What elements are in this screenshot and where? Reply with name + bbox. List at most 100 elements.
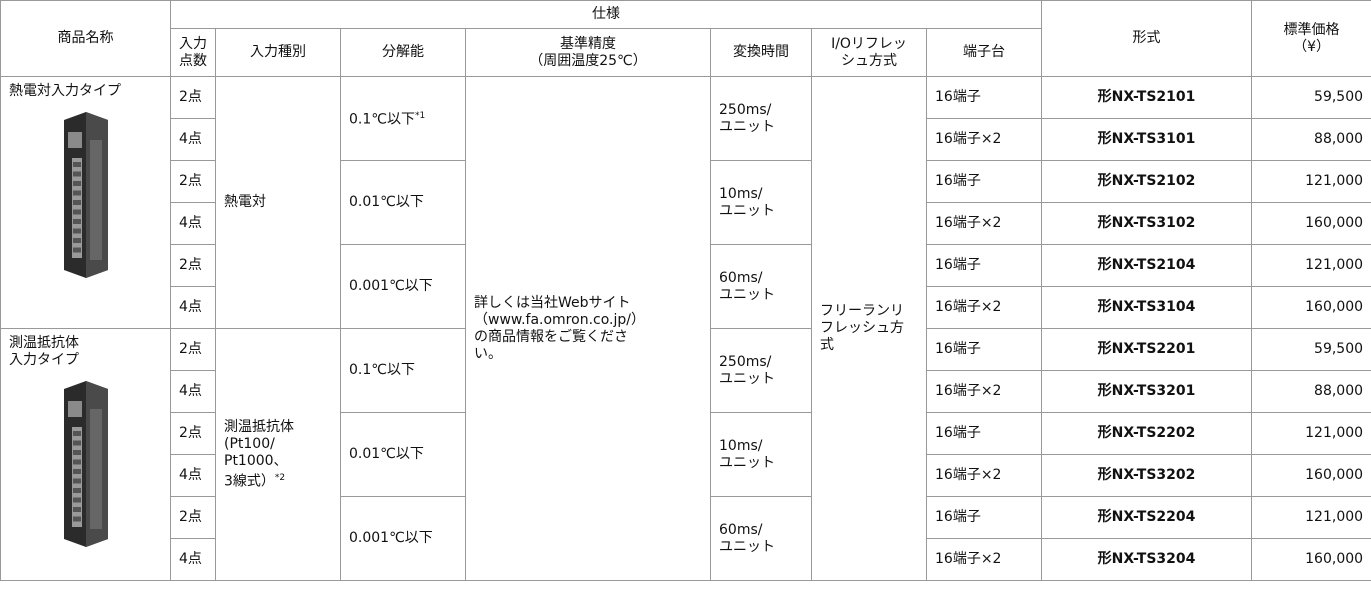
table-row: 熱電対入力タイプ 2点 熱電対 0.1℃以下*1 詳しくは当社Webサイト （www.f…: [0, 76, 1371, 581]
terminal: 16端子×2: [925, 454, 1043, 497]
input-points: 4点: [170, 370, 216, 413]
input-points: 2点: [170, 496, 216, 539]
model: 形NX-TS2202: [1041, 412, 1253, 455]
product-cell: 熱電対入力タイプ: [0, 76, 171, 329]
input-points: 2点: [170, 244, 216, 287]
terminal: 16端子: [925, 160, 1043, 203]
input-points: 4点: [170, 202, 216, 245]
price: 88,000: [1251, 370, 1371, 413]
input-type: 測温抵抗体 (Pt100/ Pt1000、 3線式）: [224, 418, 294, 490]
table-row: 4点 16端子×2 形NX-TS3202 160,000: [1, 454, 1371, 497]
terminal: 16端子: [925, 244, 1043, 287]
model: 形NX-TS2101: [1041, 76, 1253, 119]
resolution: 0.001℃以下: [349, 530, 433, 546]
header-cell: 変換時間: [710, 28, 812, 77]
price: 59,500: [1251, 328, 1371, 371]
price: 121,000: [1251, 244, 1371, 287]
header-cell: 形式: [1041, 0, 1253, 77]
conversion-time: 250ms/ ユニット: [710, 328, 812, 413]
product-image: [63, 381, 108, 547]
header-cell: 分解能: [340, 28, 466, 77]
table-row: 4点 16端子×2 形NX-TS3104 160,000: [1, 286, 1371, 329]
model: 形NX-TS2201: [1041, 328, 1253, 371]
terminal: 16端子×2: [925, 202, 1043, 245]
table-row: 4点 16端子×2 形NX-TS3201 88,000: [1, 370, 1371, 413]
table-row: 4点 16端子×2 形NX-TS3101 88,000: [1, 118, 1371, 161]
header-cell: 基準精度 （周囲温度25℃）: [465, 28, 711, 77]
table-row: 2点 0.01℃以下 10ms/ ユニット 16端子 形NX-TS2102 121,000: [1, 160, 1371, 245]
header-cell: 標準価格 （¥）: [1251, 0, 1371, 77]
input-type-cell: 熱電対: [215, 76, 341, 329]
conversion-time: 60ms/ ユニット: [710, 244, 812, 329]
price: 121,000: [1251, 496, 1371, 539]
header-row: 入力 点数 入力種別 分解能 基準精度 （周囲温度25℃） 変換時間 I/Oリフ…: [1, 28, 1371, 77]
terminal: 16端子×2: [925, 118, 1043, 161]
resolution: 0.01℃以下: [349, 446, 424, 462]
price: 160,000: [1251, 202, 1371, 245]
resolution-cell: 0.001℃以下: [340, 244, 466, 329]
input-points: 4点: [170, 286, 216, 329]
conversion-time: 10ms/ ユニット: [710, 412, 812, 497]
price: 160,000: [1251, 286, 1371, 329]
conversion-time: 250ms/ ユニット: [710, 76, 812, 161]
footnote-mark: *1: [415, 111, 426, 122]
model: 形NX-TS3102: [1041, 202, 1253, 245]
model: 形NX-TS3202: [1041, 454, 1253, 497]
product-cell: 測温抵抗体 入力タイプ: [0, 328, 171, 581]
input-points: 2点: [170, 160, 216, 203]
resolution-cell: 0.1℃以下*1: [340, 76, 466, 161]
product-name: 熱電対入力タイプ: [9, 83, 121, 99]
input-points: 4点: [170, 118, 216, 161]
io-refresh: フリーランリ フレッシュ方 式: [811, 76, 927, 581]
resolution-cell: 0.01℃以下: [340, 412, 466, 497]
price: 88,000: [1251, 118, 1371, 161]
table-row: 4点 16端子×2 形NX-TS3204 160,000: [1, 538, 1371, 581]
input-points: 4点: [170, 538, 216, 581]
header-cell: I/Oリフレッ シュ方式: [811, 28, 927, 77]
resolution-cell: 0.001℃以下: [340, 496, 466, 581]
price: 121,000: [1251, 160, 1371, 203]
resolution: 0.1℃以下: [349, 362, 415, 378]
terminal: 16端子×2: [925, 538, 1043, 581]
model: 形NX-TS3201: [1041, 370, 1253, 413]
price: 121,000: [1251, 412, 1371, 455]
input-type: 熱電対: [224, 194, 266, 210]
product-name: 測温抵抗体 入力タイプ: [9, 335, 79, 368]
header-cell: 入力種別: [215, 28, 341, 77]
table-row: 2点 0.001℃以下 60ms/ ユニット 16端子 形NX-TS2104 121,00…: [1, 244, 1371, 329]
model: 形NX-TS3101: [1041, 118, 1253, 161]
input-points: 4点: [170, 454, 216, 497]
input-points: 2点: [170, 328, 216, 371]
header-cell: 仕様: [169, 0, 1043, 29]
resolution-cell: 0.1℃以下: [340, 328, 466, 413]
price: 160,000: [1251, 538, 1371, 581]
terminal: 16端子: [925, 496, 1043, 539]
terminal: 16端子×2: [925, 370, 1043, 413]
input-points: 2点: [170, 76, 216, 119]
terminal: 16端子×2: [925, 286, 1043, 329]
model: 形NX-TS2102: [1041, 160, 1253, 203]
terminal: 16端子: [925, 328, 1043, 371]
resolution-cell: 0.01℃以下: [340, 160, 466, 245]
header-row: 商品名称 仕様 形式 標準価格 （¥）: [0, 0, 1371, 77]
model: 形NX-TS2204: [1041, 496, 1253, 539]
terminal: 16端子: [925, 412, 1043, 455]
table-row: 2点 0.01℃以下 10ms/ ユニット 16端子 形NX-TS2202 121,000: [1, 412, 1371, 497]
table-row: 2点 0.001℃以下 60ms/ ユニット 16端子 形NX-TS2204 121,00…: [1, 496, 1371, 581]
price: 59,500: [1251, 76, 1371, 119]
conversion-time: 60ms/ ユニット: [710, 496, 812, 581]
input-type-cell: 測温抵抗体 (Pt100/ Pt1000、 3線式）*2: [215, 328, 341, 581]
resolution: 0.1℃以下: [349, 111, 415, 128]
input-points: 2点: [170, 412, 216, 455]
resolution: 0.01℃以下: [349, 194, 424, 210]
table-body: 熱電対入力タイプ 2点 熱電対 0.1℃以下*1 詳しくは当社Webサイト （www.f…: [0, 76, 1371, 581]
model: 形NX-TS3104: [1041, 286, 1253, 329]
accuracy: 詳しくは当社Webサイト （www.fa.omron.co.jp/） の商品情報…: [465, 76, 711, 581]
conversion-time: 10ms/ ユニット: [710, 160, 812, 245]
product-image: [63, 112, 108, 278]
price: 160,000: [1251, 454, 1371, 497]
header-cell: 入力 点数: [170, 28, 216, 77]
model: 形NX-TS2104: [1041, 244, 1253, 287]
terminal: 16端子: [925, 76, 1043, 119]
